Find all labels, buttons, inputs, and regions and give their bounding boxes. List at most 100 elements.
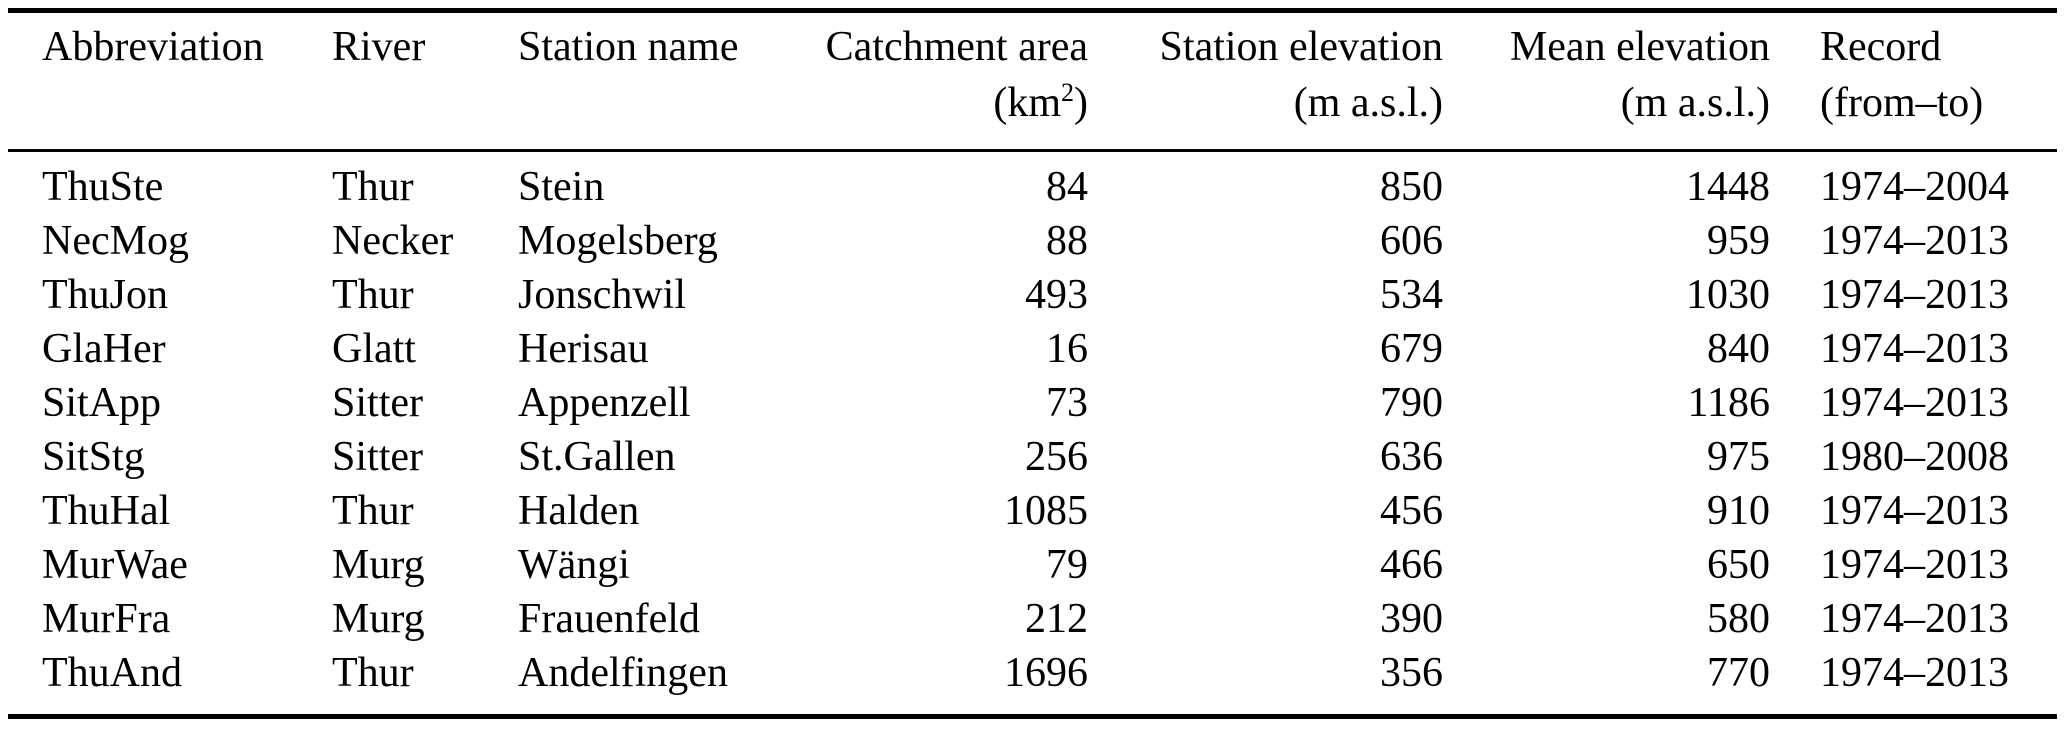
cell-station-name: Appenzell <box>518 380 691 426</box>
cell-record: 1980–2008 <box>1820 434 2009 480</box>
table-row: NecMog Necker Mogelsberg 88 606 959 1974–2013 <box>8 214 2057 268</box>
col-header-station-name: Station name <box>518 10 798 152</box>
cell-mean-elevation: 1448 <box>1686 164 1770 210</box>
cell-station-elevation: 790 <box>1380 380 1443 426</box>
cell-abbreviation: SitStg <box>42 434 145 480</box>
col-header-label: Record <box>1820 24 1942 70</box>
table-row: ThuJon Thur Jonschwil 493 534 1030 1974–2013 <box>8 268 2057 322</box>
cell-river: Necker <box>332 218 454 264</box>
unit-prefix: (km <box>993 80 1061 126</box>
cell-catchment-area: 16 <box>1046 326 1088 372</box>
cell-station-name: St.Gallen <box>518 434 676 480</box>
cell-station-elevation: 679 <box>1380 326 1443 372</box>
cell-abbreviation: GlaHer <box>42 326 166 372</box>
cell-river: Thur <box>332 650 414 696</box>
cell-catchment-area: 493 <box>1025 272 1088 318</box>
cell-catchment-area: 212 <box>1025 596 1088 642</box>
col-header-unit <box>42 75 332 131</box>
cell-station-elevation: 534 <box>1380 272 1443 318</box>
col-header-unit: (from–to) <box>1820 80 1984 126</box>
cell-station-name: Herisau <box>518 326 649 372</box>
cell-station-name: Stein <box>518 164 605 210</box>
col-header-unit: (km2) <box>798 75 1088 131</box>
cell-catchment-area: 84 <box>1046 164 1088 210</box>
cell-record: 1974–2004 <box>1820 164 2009 210</box>
table-row: MurWae Murg Wängi 79 466 650 1974–2013 <box>8 538 2057 592</box>
cell-record: 1974–2013 <box>1820 272 2009 318</box>
cell-abbreviation: ThuSte <box>42 164 164 210</box>
cell-mean-elevation: 910 <box>1707 488 1770 534</box>
cell-abbreviation: MurWae <box>42 542 188 588</box>
cell-station-elevation: 390 <box>1380 596 1443 642</box>
cell-abbreviation: MurFra <box>42 596 171 642</box>
table-body: ThuSte Thur Stein 84 850 1448 1974–2004 NecMog N… <box>8 151 2057 717</box>
cell-river: Murg <box>332 596 425 642</box>
cell-station-elevation: 636 <box>1380 434 1443 480</box>
table-row: ThuSte Thur Stein 84 850 1448 1974–2004 <box>8 151 2057 215</box>
cell-station-elevation: 466 <box>1380 542 1443 588</box>
cell-abbreviation: ThuJon <box>42 272 168 318</box>
col-header-label: Catchment area <box>825 24 1088 70</box>
cell-catchment-area: 88 <box>1046 218 1088 264</box>
cell-station-name: Mogelsberg <box>518 218 718 264</box>
cell-station-name: Wängi <box>518 542 630 588</box>
cell-record: 1974–2013 <box>1820 218 2009 264</box>
col-header-mean-elevation: Mean elevation (m a.s.l.) <box>1443 10 1770 152</box>
cell-mean-elevation: 975 <box>1707 434 1770 480</box>
cell-station-elevation: 850 <box>1380 164 1443 210</box>
cell-station-name: Frauenfeld <box>518 596 700 642</box>
stations-table: Abbreviation River Station name Catchmen… <box>8 8 2057 719</box>
cell-record: 1974–2013 <box>1820 596 2009 642</box>
cell-abbreviation: ThuHal <box>42 488 171 534</box>
cell-record: 1974–2013 <box>1820 488 2009 534</box>
col-header-unit <box>332 75 518 131</box>
col-header-label: Station elevation <box>1159 24 1443 70</box>
cell-abbreviation: ThuAnd <box>42 650 182 696</box>
cell-catchment-area: 1085 <box>1004 488 1088 534</box>
cell-station-name: Jonschwil <box>518 272 686 318</box>
col-header-catchment-area: Catchment area (km2) <box>798 10 1088 152</box>
col-header-river: River <box>332 10 518 152</box>
table-header: Abbreviation River Station name Catchmen… <box>8 10 2057 152</box>
cell-mean-elevation: 770 <box>1707 650 1770 696</box>
cell-river: Sitter <box>332 434 423 480</box>
cell-station-elevation: 356 <box>1380 650 1443 696</box>
unit-suffix: ) <box>1074 80 1088 126</box>
table-row: ThuAnd Thur Andelfingen 1696 356 770 1974–2013 <box>8 646 2057 717</box>
cell-catchment-area: 79 <box>1046 542 1088 588</box>
table-row: MurFra Murg Frauenfeld 212 390 580 1974–2013 <box>8 592 2057 646</box>
col-header-label: Abbreviation <box>42 24 264 70</box>
col-header-station-elevation: Station elevation (m a.s.l.) <box>1088 10 1443 152</box>
table-row: SitStg Sitter St.Gallen 256 636 975 1980–2008 <box>8 430 2057 484</box>
stations-table-wrap: Abbreviation River Station name Catchmen… <box>8 8 2057 719</box>
cell-catchment-area: 73 <box>1046 380 1088 426</box>
cell-abbreviation: SitApp <box>42 380 162 426</box>
cell-mean-elevation: 580 <box>1707 596 1770 642</box>
header-row: Abbreviation River Station name Catchmen… <box>8 10 2057 152</box>
col-header-record: Record (from–to) <box>1770 10 2057 152</box>
cell-station-name: Halden <box>518 488 640 534</box>
cell-mean-elevation: 650 <box>1707 542 1770 588</box>
cell-river: Thur <box>332 488 414 534</box>
cell-mean-elevation: 959 <box>1707 218 1770 264</box>
cell-station-elevation: 606 <box>1380 218 1443 264</box>
table-row: ThuHal Thur Halden 1085 456 910 1974–2013 <box>8 484 2057 538</box>
cell-abbreviation: NecMog <box>42 218 189 264</box>
cell-river: Thur <box>332 164 414 210</box>
col-header-label: River <box>332 24 426 70</box>
cell-record: 1974–2013 <box>1820 326 2009 372</box>
col-header-label: Station name <box>518 24 739 70</box>
cell-river: Thur <box>332 272 414 318</box>
cell-record: 1974–2013 <box>1820 380 2009 426</box>
cell-river: Murg <box>332 542 425 588</box>
cell-station-elevation: 456 <box>1380 488 1443 534</box>
cell-mean-elevation: 840 <box>1707 326 1770 372</box>
col-header-unit <box>518 75 798 131</box>
cell-mean-elevation: 1030 <box>1686 272 1770 318</box>
table-row: GlaHer Glatt Herisau 16 679 840 1974–2013 <box>8 322 2057 376</box>
cell-record: 1974–2013 <box>1820 650 2009 696</box>
col-header-unit: (m a.s.l.) <box>1293 80 1443 126</box>
cell-catchment-area: 1696 <box>1004 650 1088 696</box>
cell-record: 1974–2013 <box>1820 542 2009 588</box>
cell-river: Glatt <box>332 326 416 372</box>
